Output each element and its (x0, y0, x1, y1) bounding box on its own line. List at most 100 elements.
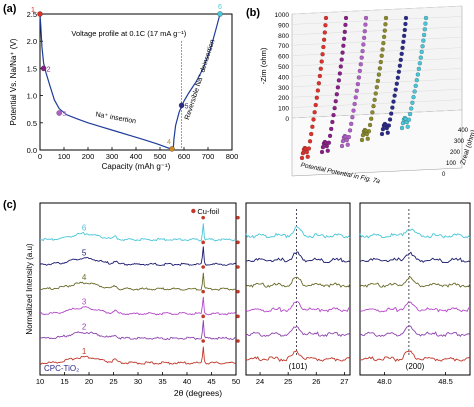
series-label-4: 4 (82, 273, 87, 282)
series-dot-2 (330, 119, 335, 125)
sample-label: CPC-TiO₂ (44, 364, 79, 373)
series-label-2: 2 (82, 322, 87, 331)
series-dot-3 (353, 95, 358, 100)
series-dot-4 (376, 72, 381, 77)
z-tick-label: 400 (278, 74, 289, 81)
series-dot-3 (360, 48, 365, 54)
series-dot-1 (310, 124, 315, 129)
series-dot-4 (369, 116, 374, 121)
series-dot-2 (326, 140, 331, 145)
series-dot-4 (382, 34, 387, 39)
x-tick-label: 25 (284, 377, 292, 386)
series-dot-2 (319, 149, 325, 155)
series-dot-6 (409, 106, 414, 111)
z-tick-label: 500 (278, 64, 289, 71)
series-dot-4 (359, 137, 365, 143)
series-dot-5 (400, 45, 405, 50)
inset-series-1 (359, 350, 471, 362)
series-dot-3 (358, 62, 363, 67)
series-dot-3 (363, 15, 369, 21)
x-tick-label: 100 (446, 161, 457, 167)
cu-peak-marker (236, 314, 240, 319)
series-dot-5 (403, 15, 409, 21)
x-tick-label: 300 (454, 139, 465, 145)
y-axis-label: Normalized Intensity (a.u) (25, 243, 34, 334)
x-tick-label: 24 (256, 377, 264, 386)
cu-peak-marker (201, 215, 205, 220)
marker-label-6: 6 (218, 4, 222, 11)
series-dot-4 (383, 15, 389, 21)
series-dot-6 (422, 32, 427, 38)
series-dot-5 (386, 123, 391, 128)
series-dot-5 (391, 99, 396, 104)
series-dot-5 (403, 21, 408, 27)
series-dot-4 (370, 110, 375, 115)
series-dot-5 (392, 93, 397, 98)
series-dot-3 (352, 101, 357, 107)
series-dot-1 (300, 151, 306, 156)
series-dot-5 (389, 111, 394, 116)
inset-label: (200) (406, 362, 425, 371)
series-dot-5 (385, 130, 390, 135)
series-dot-1 (316, 81, 321, 86)
y-axis-label: -Zim (ohm) (259, 47, 268, 84)
x-tick-label: 30 (134, 377, 142, 386)
series-dot-5 (396, 69, 401, 74)
cu-peak-marker (201, 314, 205, 319)
x-tick-label: 400 (458, 128, 469, 134)
series-dot-5 (402, 27, 407, 33)
series-dot-4 (366, 129, 371, 134)
y-tick-label: 2.0 (27, 37, 37, 46)
series-dot-5 (397, 63, 402, 68)
marker-point-5 (178, 102, 185, 109)
plot-frame-main (39, 202, 237, 376)
grid-line (291, 109, 463, 119)
series-dot-1 (318, 66, 323, 71)
series-dot-5 (390, 105, 395, 110)
series-dot-3 (354, 88, 359, 93)
x-axis-label: Capacity (mAh g⁻¹) (102, 162, 171, 171)
series-dot-3 (359, 55, 364, 60)
series-dot-3 (339, 143, 345, 149)
y-tick-label: 2.5 (27, 10, 37, 19)
panel-label: (c) (3, 199, 17, 211)
x-tick-label: 700 (202, 152, 215, 161)
series-dot-5 (394, 81, 399, 86)
series-dot-2 (343, 15, 349, 21)
marker-label-3: 3 (62, 111, 66, 118)
cu-peak-marker (236, 289, 240, 294)
series-dot-4 (360, 133, 366, 138)
x-tick-label: 0 (38, 152, 42, 161)
x-tick-label: 200 (82, 152, 95, 161)
series-dot-5 (401, 39, 406, 44)
series-dot-6 (421, 38, 426, 43)
series-dot-3 (349, 121, 354, 126)
series-dot-6 (419, 49, 424, 55)
inset-series-1 (245, 349, 351, 363)
y-axis-label: Potential Vs. Na/Na⁺ (V) (9, 38, 18, 125)
xrd-series-3 (39, 296, 237, 316)
x-tick-label: 200 (450, 150, 461, 156)
z-tick-label: 600 (278, 54, 289, 61)
series-dot-4 (372, 97, 377, 102)
series-dot-4 (377, 66, 382, 71)
y-tick-label: 0.0 (27, 146, 37, 155)
grid-line (291, 16, 463, 25)
x-tick-label: 300 (106, 152, 119, 161)
series-dot-3 (355, 82, 360, 87)
series-dot-6 (412, 89, 417, 94)
marker-point-4 (169, 146, 175, 152)
cu-legend-marker (191, 208, 196, 214)
series-dot-4 (380, 47, 385, 52)
series-dot-6 (420, 44, 425, 49)
series-dot-2 (332, 106, 337, 111)
series-dot-2 (327, 133, 333, 138)
plot-frame-inset_2 (359, 202, 471, 376)
z-tick-label: 200 (278, 95, 289, 102)
series-line-2 (172, 13, 221, 151)
x-tick-label: 48.5 (438, 377, 453, 386)
series-dot-3 (340, 139, 346, 144)
cu-peak-marker (201, 339, 205, 343)
series-dot-2 (329, 126, 334, 132)
